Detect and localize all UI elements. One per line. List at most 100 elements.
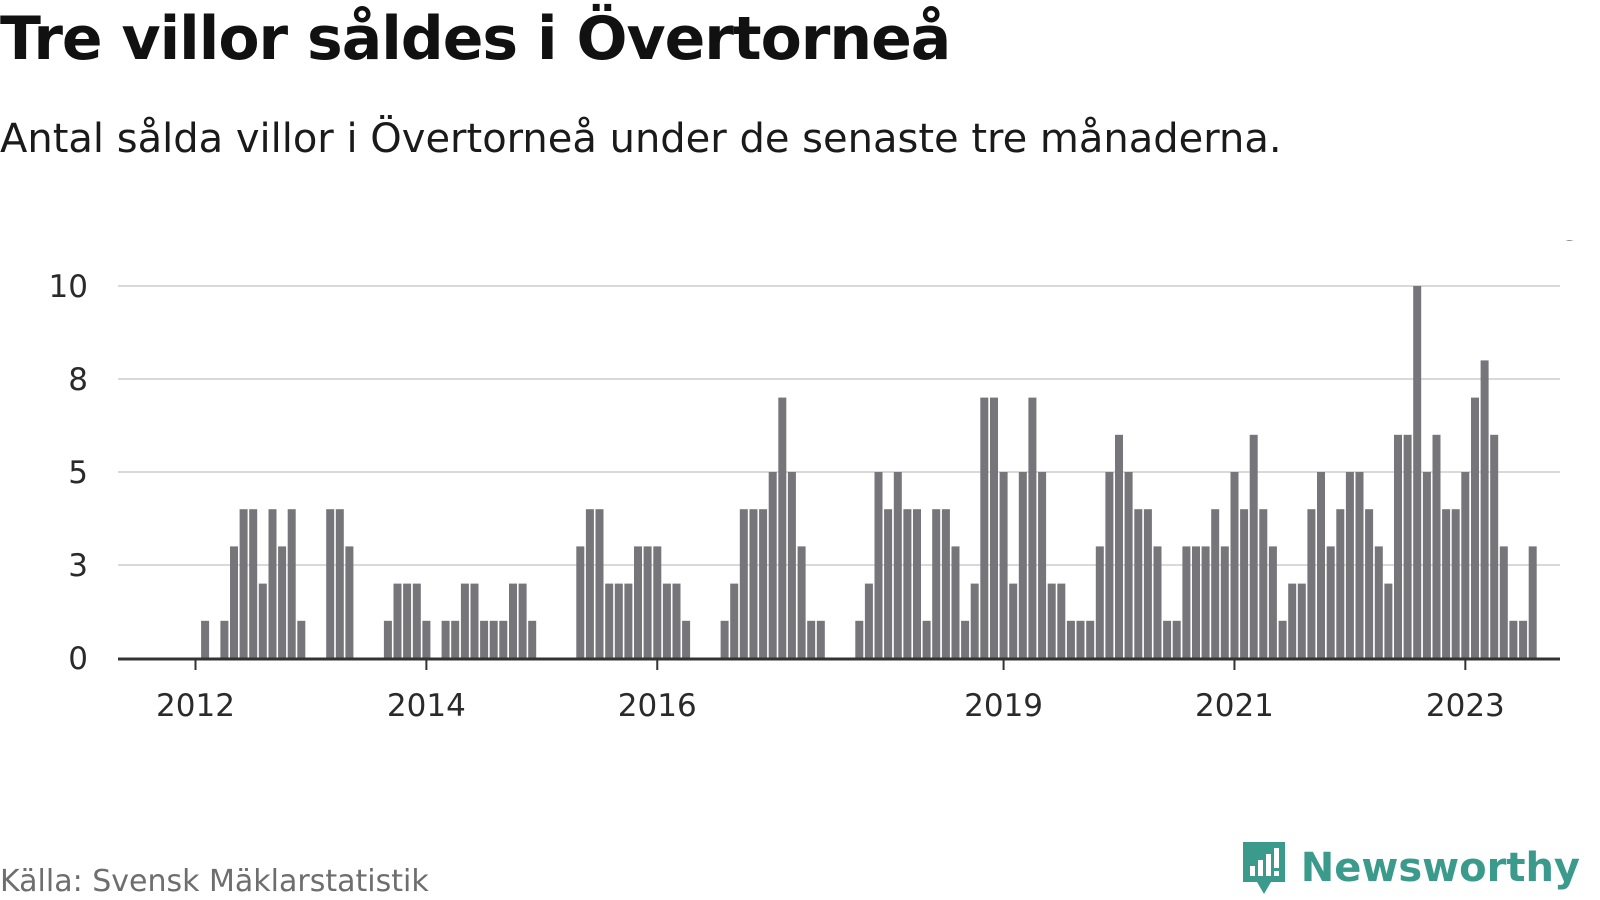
bar [230, 546, 238, 658]
bar [1115, 434, 1123, 658]
bar [1047, 583, 1056, 658]
bar [1288, 583, 1297, 658]
bar [1451, 509, 1460, 658]
x-tick-label: 2019 [964, 688, 1043, 720]
bar [913, 509, 921, 658]
x-tick-label: 2021 [1195, 688, 1274, 720]
bar [682, 620, 691, 658]
bar [1384, 583, 1393, 658]
bar [759, 509, 768, 658]
bar [1124, 472, 1133, 658]
bar [864, 583, 873, 658]
bar [1028, 397, 1037, 658]
bar [1143, 509, 1152, 658]
bar [1394, 434, 1402, 658]
bar [1307, 509, 1316, 658]
bar [528, 620, 537, 658]
bar [412, 583, 421, 658]
bar [1490, 434, 1499, 658]
bar [961, 620, 970, 658]
bar [595, 509, 604, 658]
bar [1432, 434, 1441, 658]
bar [1076, 620, 1085, 658]
bar [499, 620, 508, 658]
bar [258, 583, 267, 658]
bar [1249, 434, 1258, 658]
bar [345, 546, 354, 658]
bar [980, 397, 989, 658]
bar [1471, 397, 1479, 658]
bar [1278, 620, 1287, 658]
bar [720, 620, 729, 658]
bar [605, 583, 614, 658]
bar [383, 620, 392, 658]
bar [1442, 509, 1451, 658]
bar [614, 583, 623, 658]
bar [739, 509, 748, 658]
bar [335, 509, 344, 658]
bar [1374, 546, 1383, 658]
bar [1220, 546, 1229, 658]
source-credit: Källa: Svensk Mäklarstatistik [0, 864, 429, 899]
bar [1240, 509, 1249, 658]
bar [1259, 509, 1268, 658]
bar [489, 620, 498, 658]
bar [787, 472, 796, 658]
bar [1297, 583, 1306, 658]
bar [893, 472, 902, 658]
bar [1105, 472, 1114, 658]
bar [470, 583, 479, 658]
bar [576, 546, 585, 658]
bar [451, 620, 460, 658]
bar [1365, 509, 1374, 658]
bar [1519, 620, 1528, 658]
bar [1134, 509, 1143, 658]
bar [480, 620, 489, 658]
bar [797, 546, 806, 658]
bar [1268, 546, 1277, 658]
bar [903, 509, 912, 658]
bar [1018, 472, 1027, 658]
bar [1211, 509, 1220, 658]
bar [1480, 360, 1489, 658]
bar [1201, 546, 1210, 658]
bar [749, 509, 758, 658]
bar [1509, 620, 1518, 658]
bar [932, 509, 941, 658]
newsworthy-logo-icon [1242, 842, 1285, 894]
bar [1499, 546, 1508, 658]
bar [1095, 546, 1104, 658]
bar [662, 583, 671, 658]
bar [1528, 546, 1537, 658]
x-axis-ticks: 2012 2014 2016 2019 2021 2023 [156, 659, 1505, 720]
bar [730, 583, 739, 658]
bar [393, 583, 402, 658]
y-tick-label: 3 [68, 548, 88, 584]
bars [201, 286, 1537, 658]
bar [1163, 620, 1172, 658]
chart-subtitle: Antal sålda villor i Övertorneå under de… [0, 116, 1282, 162]
bar [807, 620, 816, 658]
bar [1172, 620, 1181, 658]
bar [509, 583, 517, 658]
x-tick-label: 2016 [618, 688, 697, 720]
bar [1355, 472, 1364, 658]
bar [1066, 620, 1075, 658]
bar [326, 509, 335, 658]
bar [1192, 546, 1200, 658]
bar [672, 583, 681, 658]
bar [1086, 620, 1095, 658]
bar [287, 509, 296, 658]
chart-title: Tre villor såldes i Övertorneå [0, 4, 951, 74]
bar [922, 620, 931, 658]
bar [585, 509, 594, 658]
bar [990, 397, 998, 658]
bar [460, 583, 469, 658]
bar-chart: 0 3 5 8 10 2012 2014 2016 2019 2021 2023 3 [49, 240, 1581, 720]
bar [201, 620, 210, 658]
bar [403, 583, 412, 658]
y-axis-ticks: 0 3 5 8 10 [49, 269, 88, 677]
bar [653, 546, 662, 658]
bar [816, 620, 825, 658]
bar [634, 546, 642, 658]
